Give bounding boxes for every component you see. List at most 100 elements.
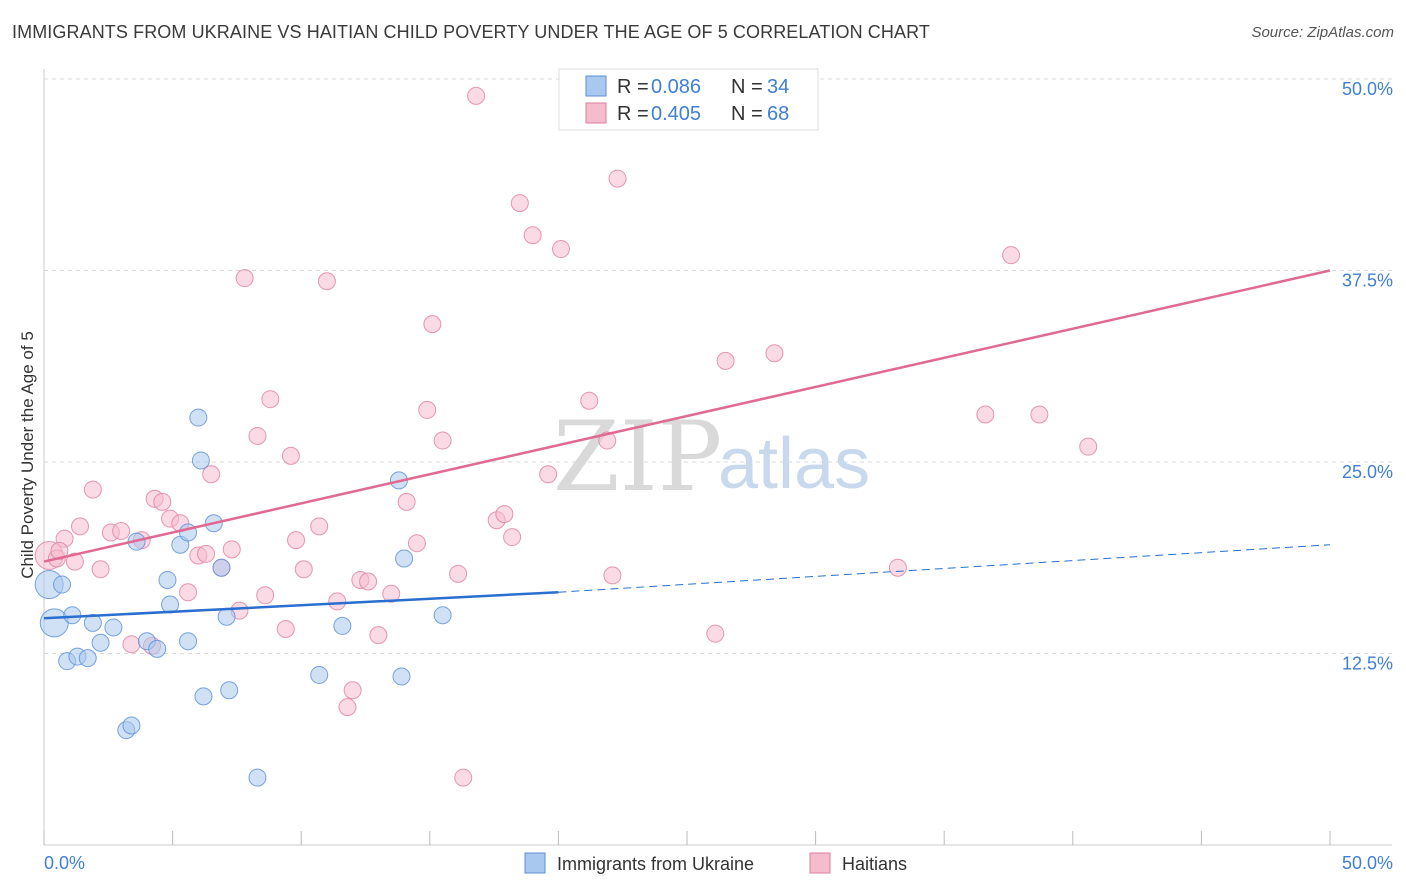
haitians-point bbox=[343, 681, 362, 700]
haitians-point bbox=[976, 405, 995, 424]
legend-r-label-2: R = bbox=[617, 103, 649, 125]
haitians-point bbox=[423, 315, 442, 334]
haitians-point bbox=[1030, 405, 1049, 424]
haitians-point bbox=[467, 86, 486, 105]
legend-n-value-1: 34 bbox=[767, 76, 789, 98]
haitians-point bbox=[449, 564, 468, 583]
y-axis-label: Child Poverty Under the Age of 5 bbox=[18, 331, 37, 579]
ukraine-point bbox=[433, 606, 452, 625]
haitians-point bbox=[281, 446, 300, 465]
haitians-point bbox=[418, 400, 437, 419]
haitians-point bbox=[83, 480, 102, 499]
ukraine-trend-line bbox=[43, 590, 559, 620]
haitians-point bbox=[153, 492, 172, 511]
series-legend: Immigrants from Ukraine Haitians bbox=[524, 852, 907, 874]
haitians-point bbox=[317, 272, 336, 291]
ukraine-point bbox=[53, 575, 72, 594]
stats-legend: R = 0.086 N = 34 R = 0.405 N = 68 bbox=[558, 68, 819, 131]
watermark: ZIP atlas bbox=[553, 401, 870, 513]
ukraine-point bbox=[104, 618, 123, 637]
bottom-legend-ukraine: Immigrants from Ukraine bbox=[557, 854, 754, 874]
haitians-point bbox=[407, 534, 426, 553]
haitians-point bbox=[888, 558, 907, 577]
ukraine-points bbox=[34, 408, 452, 787]
haitians-point bbox=[294, 560, 313, 579]
haitians-points bbox=[34, 86, 1098, 787]
source-credit: Source: ZipAtlas.com bbox=[1251, 24, 1394, 41]
trend-lines bbox=[43, 269, 1331, 620]
haitians-point bbox=[122, 635, 141, 654]
y-tick-label: 50.0% bbox=[1342, 79, 1393, 99]
haitians-point bbox=[287, 531, 306, 550]
legend-r-value-2: 0.405 bbox=[651, 103, 701, 125]
haitians-point bbox=[310, 517, 329, 536]
haitians-trend-line bbox=[43, 269, 1331, 563]
ukraine-point bbox=[158, 570, 177, 589]
legend-n-label-1: N = bbox=[731, 76, 763, 98]
legend-swatch-ukraine bbox=[585, 75, 607, 97]
ukraine-point bbox=[148, 639, 167, 658]
x-tick-marks bbox=[43, 831, 1331, 845]
chart-title: IMMIGRANTS FROM UKRAINE VS HAITIAN CHILD… bbox=[12, 22, 930, 42]
haitians-point bbox=[706, 624, 725, 643]
ukraine-point bbox=[189, 408, 208, 427]
legend-n-value-2: 68 bbox=[767, 103, 789, 125]
watermark-zip: ZIP bbox=[553, 401, 722, 513]
haitians-point bbox=[91, 560, 110, 579]
haitians-point bbox=[222, 540, 241, 559]
axes bbox=[43, 69, 1392, 846]
ukraine-point bbox=[392, 667, 411, 686]
haitians-point bbox=[197, 544, 216, 563]
haitians-point bbox=[1002, 246, 1021, 265]
bottom-legend-swatch-ukraine bbox=[524, 852, 546, 874]
ukraine-point bbox=[194, 687, 213, 706]
haitians-point bbox=[397, 492, 416, 511]
haitians-point bbox=[1079, 437, 1098, 456]
haitians-point bbox=[328, 592, 347, 611]
haitians-point bbox=[276, 619, 295, 638]
x-tick-label-max: 50.0% bbox=[1342, 853, 1393, 873]
ukraine-point bbox=[333, 616, 352, 635]
haitians-point bbox=[523, 226, 542, 245]
ukraine-point bbox=[395, 549, 414, 568]
y-tick-label: 37.5% bbox=[1342, 271, 1393, 291]
ukraine-point bbox=[212, 558, 231, 577]
haitians-point bbox=[248, 426, 267, 445]
bottom-legend-swatch-haitians bbox=[809, 852, 831, 874]
haitians-point bbox=[261, 390, 280, 409]
ukraine-point bbox=[83, 613, 102, 632]
ukraine-point bbox=[191, 451, 210, 470]
haitians-point bbox=[603, 566, 622, 585]
y-tick-label: 12.5% bbox=[1342, 654, 1393, 674]
y-tick-labels: 12.5% 25.0% 37.5% 50.0% bbox=[1342, 79, 1393, 674]
ukraine-point bbox=[122, 716, 141, 735]
haitians-point bbox=[765, 344, 784, 363]
haitians-point bbox=[202, 465, 221, 484]
haitians-point bbox=[256, 586, 275, 605]
ukraine-point bbox=[91, 633, 110, 652]
ukraine-point bbox=[78, 649, 97, 668]
watermark-atlas: atlas bbox=[718, 424, 870, 504]
ukraine-point bbox=[217, 607, 236, 626]
haitians-point bbox=[539, 465, 558, 484]
x-tick-label-min: 0.0% bbox=[44, 853, 85, 873]
haitians-point bbox=[454, 768, 473, 787]
haitians-point bbox=[716, 351, 735, 370]
legend-n-label-2: N = bbox=[731, 103, 763, 125]
bottom-legend-haitians: Haitians bbox=[842, 854, 907, 874]
legend-swatch-haitians bbox=[585, 102, 607, 124]
ukraine-point bbox=[179, 632, 198, 651]
haitians-point bbox=[235, 269, 254, 288]
haitians-point bbox=[112, 521, 131, 540]
haitians-point bbox=[608, 169, 627, 188]
haitians-point bbox=[503, 528, 522, 547]
haitians-point bbox=[71, 517, 90, 536]
y-tick-label: 25.0% bbox=[1342, 462, 1393, 482]
legend-r-label-1: R = bbox=[617, 76, 649, 98]
gridlines bbox=[44, 78, 1392, 654]
ukraine-point bbox=[310, 665, 329, 684]
legend-r-value-1: 0.086 bbox=[651, 76, 701, 98]
haitians-point bbox=[65, 552, 84, 571]
ukraine-point bbox=[248, 768, 267, 787]
haitians-point bbox=[382, 584, 401, 603]
